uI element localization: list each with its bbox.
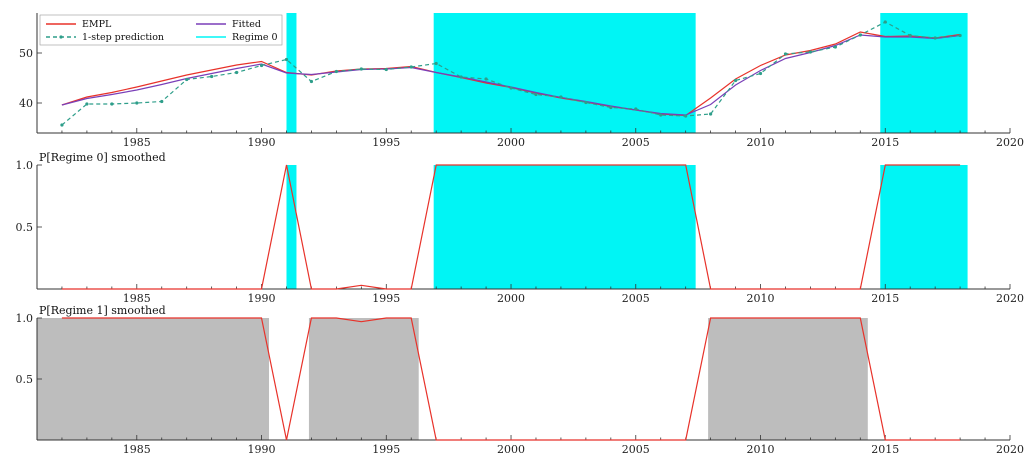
data-point <box>609 105 613 110</box>
y-tick-label: 50 <box>19 47 33 60</box>
legend-label: EMPL <box>82 19 112 30</box>
regime-shade-band <box>433 165 696 289</box>
data-point <box>284 57 289 62</box>
data-point <box>659 113 663 117</box>
data-point <box>309 79 314 84</box>
data-point <box>234 70 239 75</box>
data-point <box>60 123 64 127</box>
y-tick-label: 0.5 <box>16 373 34 386</box>
x-tick-label: 2005 <box>622 443 650 456</box>
data-point <box>185 77 189 82</box>
data-point <box>334 69 338 74</box>
data-point <box>434 61 438 66</box>
legend: EMPL 1-step prediction Fitted Regime 0 <box>39 14 283 46</box>
x-tick-label: 2000 <box>497 136 525 149</box>
x-tick-label: 1985 <box>123 136 151 149</box>
regime-shade-band <box>880 165 968 289</box>
data-point <box>409 65 413 69</box>
legend-marker <box>59 35 63 39</box>
data-point <box>783 52 788 56</box>
y-tick-label: 40 <box>19 97 33 110</box>
data-point <box>758 71 763 76</box>
x-tick-label: 2015 <box>871 292 899 305</box>
series-line <box>61 317 961 441</box>
x-tick-label: 1990 <box>248 136 276 149</box>
chart-panel-2: 1985 1990 1995 2000 2005 2010 2015 2020 0.5 1.0 P[… <box>16 304 1025 456</box>
y-tick-label: 0.5 <box>16 221 34 234</box>
data-point <box>259 63 264 68</box>
data-point <box>210 74 214 79</box>
x-tick-label: 1990 <box>248 443 276 456</box>
y-tick-label: 1.0 <box>16 159 34 172</box>
data-point <box>459 75 463 79</box>
data-point <box>833 45 837 49</box>
data-point <box>634 107 638 111</box>
data-point <box>709 112 713 116</box>
x-tick-label: 1990 <box>248 292 276 305</box>
data-point <box>858 33 862 37</box>
data-point <box>883 20 887 24</box>
legend-box <box>39 14 283 46</box>
regime-shade-band <box>308 318 419 440</box>
x-tick-label: 2000 <box>497 292 525 305</box>
data-point <box>534 92 538 97</box>
regime-shade-band <box>708 318 868 440</box>
regime-shade-band <box>37 318 270 440</box>
data-point <box>559 95 563 99</box>
x-tick-label: 2015 <box>871 443 899 456</box>
panel-title: P[Regime 1] smoothed <box>39 304 166 317</box>
legend-label: 1-step prediction <box>82 32 164 43</box>
regime-shade-band <box>286 165 297 289</box>
data-point <box>384 67 388 72</box>
data-point <box>484 77 488 81</box>
x-tick-label: 2010 <box>747 292 775 305</box>
x-tick-label: 2000 <box>497 443 525 456</box>
data-point <box>958 33 962 38</box>
x-tick-label: 2010 <box>747 443 775 456</box>
data-point <box>160 99 164 104</box>
regime-shade-band <box>433 13 696 133</box>
data-point <box>933 36 937 40</box>
x-tick-label: 1985 <box>123 292 151 305</box>
x-tick-label: 2020 <box>996 292 1024 305</box>
data-point <box>359 67 363 71</box>
data-point <box>85 102 89 106</box>
chart-panel-0: 1985 1990 1995 2000 2005 2010 2015 2020 40 50 EMPL… <box>19 13 1024 149</box>
data-point <box>135 101 139 105</box>
data-point <box>584 100 588 105</box>
x-tick-label: 2005 <box>622 292 650 305</box>
data-point <box>808 50 813 54</box>
x-tick-label: 2020 <box>996 443 1024 456</box>
x-tick-label: 2015 <box>871 136 899 149</box>
data-point <box>733 78 738 83</box>
chart-panel-1: 1985 1990 1995 2000 2005 2010 2015 2020 0.5 1.0 P[… <box>16 151 1025 305</box>
panel-title: P[Regime 0] smoothed <box>39 151 166 164</box>
x-tick-label: 2020 <box>996 136 1024 149</box>
x-tick-label: 2010 <box>747 136 775 149</box>
data-point <box>509 86 513 90</box>
regime-shade-band <box>880 13 968 133</box>
x-tick-label: 1995 <box>372 136 400 149</box>
y-tick-label: 1.0 <box>16 312 34 325</box>
series-line <box>61 164 961 290</box>
data-point <box>110 102 114 106</box>
data-point <box>908 33 912 38</box>
x-tick-label: 1995 <box>372 292 400 305</box>
x-tick-label: 1995 <box>372 443 400 456</box>
x-tick-label: 2005 <box>622 136 650 149</box>
legend-label: Fitted <box>232 19 261 30</box>
legend-label: Regime 0 <box>232 32 278 43</box>
data-point <box>684 114 688 118</box>
x-tick-label: 1985 <box>123 443 151 456</box>
